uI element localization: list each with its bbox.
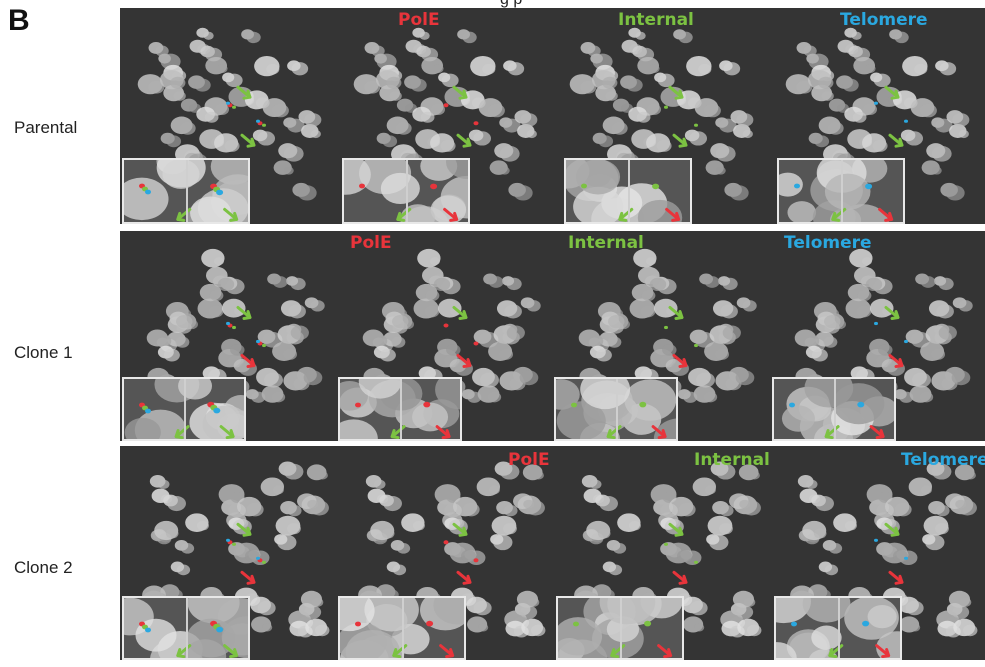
- channel-label-pole: PolE: [508, 450, 550, 470]
- inset-pole: [338, 377, 462, 441]
- inset-telomere: [777, 158, 905, 224]
- image-strip-clone-2: PolE Internal Telomere: [120, 446, 985, 660]
- channel-label-telomere: Telomere: [784, 233, 872, 253]
- channel-label-internal: Internal: [694, 450, 770, 470]
- channel-label-internal: Internal: [568, 233, 644, 253]
- inset-internal: [564, 158, 692, 224]
- inset-telomere: [772, 377, 896, 441]
- row-label-parental: Parental: [14, 118, 78, 137]
- inset-merge: [122, 158, 250, 224]
- channel-label-pole: PolE: [398, 10, 440, 30]
- inset-internal: [554, 377, 678, 441]
- inset-merge: [122, 596, 250, 660]
- panel-letter: B: [8, 4, 30, 37]
- inset-merge: [122, 377, 246, 441]
- image-strip-clone-1: PolE Internal Telomere: [120, 231, 985, 441]
- channel-label-telomere: Telomere: [901, 450, 985, 470]
- top-caption: g p: [500, 0, 522, 9]
- inset-pole: [342, 158, 470, 224]
- chromosome-spread-clone-1: [146, 248, 973, 423]
- channel-label-pole: PolE: [350, 233, 392, 253]
- inset-telomere: [774, 596, 902, 660]
- row-label-clone-1: Clone 1: [14, 343, 73, 362]
- inset-internal: [556, 596, 684, 660]
- row-label-clone-2: Clone 2: [14, 558, 73, 577]
- channel-label-telomere: Telomere: [840, 10, 928, 30]
- image-strip-parental: PolE Internal Telomere: [120, 8, 985, 224]
- channel-label-internal: Internal: [618, 10, 694, 30]
- inset-pole: [338, 596, 466, 660]
